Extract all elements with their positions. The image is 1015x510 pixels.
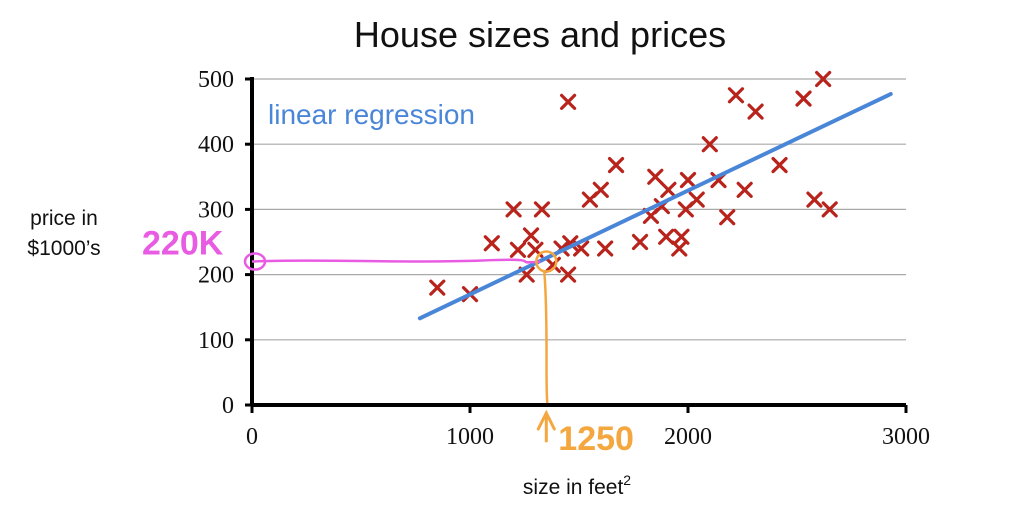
data-point-stroke — [573, 240, 590, 257]
regression-line — [417, 91, 893, 321]
data-point — [815, 70, 832, 88]
chart-title: House sizes and prices — [354, 14, 726, 55]
data-point — [509, 241, 527, 258]
data-point-stroke — [815, 70, 832, 88]
data-point — [658, 228, 675, 245]
data-point-stroke — [771, 156, 788, 174]
price-marker-circle — [243, 252, 267, 271]
size-annotation-label: 1250 — [558, 420, 634, 458]
x-tick-label: 0 — [246, 424, 258, 450]
data-point — [660, 181, 677, 198]
price-annotation-label: 220K — [142, 225, 224, 263]
y-axis-label-line2: $1000’s — [27, 237, 100, 260]
data-point — [483, 235, 500, 252]
data-point — [505, 201, 522, 218]
data-point — [701, 136, 718, 153]
data-point-stroke — [483, 235, 500, 252]
data-point-stroke — [429, 279, 446, 296]
data-point — [597, 240, 614, 257]
data-point-stroke — [597, 240, 614, 257]
x-axis-label-text: size in feet — [523, 476, 624, 499]
data-point-stroke — [592, 181, 609, 198]
data-point — [522, 227, 540, 244]
data-point — [631, 233, 649, 251]
y-tick-labels: 0 100 200 300 400 500 — [198, 67, 234, 419]
data-point-stroke — [505, 201, 522, 218]
data-point-stroke — [607, 156, 625, 174]
data-point-stroke — [806, 191, 823, 208]
data-point-stroke — [673, 228, 690, 245]
y-tick-label: 300 — [198, 197, 234, 223]
x-axis-label: size in feet2 — [523, 472, 631, 499]
data-point-stroke — [527, 241, 544, 258]
data-point — [533, 201, 551, 218]
data-point — [607, 156, 625, 174]
regression-label: linear regression — [268, 99, 475, 130]
data-point-stroke — [671, 240, 688, 257]
y-tick-label: 400 — [198, 132, 234, 158]
y-tick-label: 200 — [198, 263, 234, 289]
data-point-stroke — [559, 93, 577, 110]
data-point-stroke — [509, 241, 527, 258]
data-point — [673, 228, 690, 245]
data-point — [747, 103, 764, 120]
y-tick-label: 500 — [198, 67, 234, 93]
data-point — [559, 93, 577, 110]
x-tick-label: 2000 — [664, 424, 712, 450]
data-point — [806, 191, 823, 208]
y-tick-label: 100 — [198, 328, 234, 354]
data-point — [821, 201, 838, 218]
x-tick-label: 3000 — [882, 424, 930, 450]
data-point-stroke — [518, 266, 535, 283]
data-point-stroke — [795, 90, 812, 107]
data-point-stroke — [679, 171, 697, 189]
grid-lines — [252, 78, 906, 341]
data-point — [429, 279, 446, 296]
x-tick-labels: 0 1000 2000 3000 — [246, 424, 930, 450]
data-point-stroke — [647, 168, 664, 185]
data-point — [795, 90, 812, 107]
data-point — [719, 209, 736, 226]
data-point — [727, 87, 745, 104]
data-point-stroke — [658, 228, 675, 245]
size-guide-line — [543, 271, 549, 404]
data-point — [688, 191, 705, 208]
data-point-stroke — [719, 209, 736, 226]
data-point-stroke — [559, 266, 577, 283]
size-arrow — [536, 409, 556, 443]
data-point-stroke — [701, 136, 718, 153]
x-tick-label: 1000 — [446, 424, 494, 450]
data-point — [736, 181, 753, 198]
price-guide-line — [251, 258, 541, 264]
x-axis-label-superscript: 2 — [623, 472, 631, 488]
data-point-stroke — [688, 191, 705, 208]
data-point-stroke — [631, 233, 649, 251]
data-point — [647, 168, 664, 185]
data-point-stroke — [533, 201, 551, 218]
data-point — [592, 181, 609, 198]
data-point — [771, 156, 788, 174]
data-point — [679, 171, 697, 189]
data-point-stroke — [660, 181, 677, 198]
data-point-stroke — [747, 103, 764, 120]
scatter-points — [429, 70, 838, 303]
data-point — [559, 266, 577, 283]
size-marker-circle — [535, 250, 558, 273]
data-point-stroke — [821, 201, 838, 218]
data-point-stroke — [522, 227, 540, 244]
y-tick-label: 0 — [222, 393, 234, 419]
y-axis-label-line1: price in — [30, 207, 98, 230]
data-point-stroke — [736, 181, 753, 198]
axes — [245, 77, 908, 413]
data-point-stroke — [727, 87, 745, 104]
annotations: 220K 1250 — [142, 225, 634, 458]
